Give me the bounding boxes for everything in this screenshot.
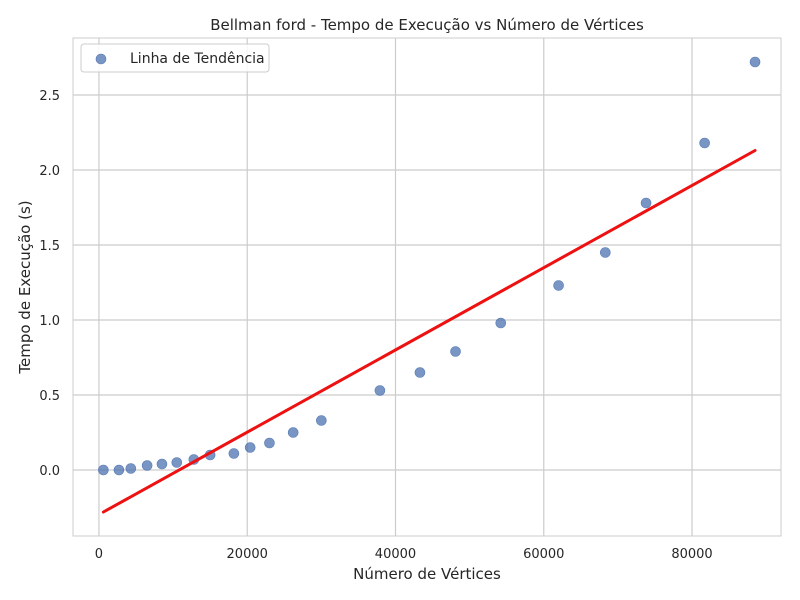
x-tick-label: 60000 [523,547,564,562]
trend-line [101,149,757,514]
legend-marker [95,53,107,65]
scatter-point [141,460,153,471]
scatter-point [244,442,256,453]
grid-layer [73,38,781,536]
x-tick-labels: 0 20000 40000 60000 80000 [95,547,713,562]
y-tick-label: 1.5 [39,239,60,254]
x-tick-label: 20000 [227,547,268,562]
y-tick-label: 1.0 [39,314,60,329]
scatter-point [450,346,461,357]
x-tick-label: 80000 [671,547,712,562]
scatter-point [599,247,611,258]
scatter-point [287,427,299,438]
y-tick-label: 2.0 [39,164,60,179]
scatter-point [553,280,564,291]
scatter-point [316,415,327,426]
legend-box [80,43,270,73]
scatter-point [640,197,652,209]
legend: Linha de Tendência [80,43,270,73]
chart-title: Bellman ford - Tempo de Execução vs Núme… [210,16,644,34]
scatter-point [228,448,240,459]
y-tick-label: 2.5 [39,89,60,104]
scatter-point [749,56,761,68]
scatter-point [125,463,137,474]
scatter-point [374,385,386,396]
scatter-point [171,457,183,468]
y-tick-labels: 0.0 0.5 1.0 1.5 2.0 2.5 [39,89,60,479]
scatter-points [98,56,761,476]
x-tick-label: 0 [95,547,103,562]
y-tick-label: 0.0 [39,464,60,479]
y-axis-label: Tempo de Execução (s) [16,200,34,374]
scatter-point [264,437,275,449]
scatter-point [113,464,125,476]
legend-label: Linha de Tendência [130,51,265,67]
x-tick-label: 40000 [375,547,416,562]
scatter-point [495,317,507,329]
x-axis-label: Número de Vértices [353,565,501,583]
scatter-point [699,137,710,149]
plot-frame [72,37,782,537]
trend-line-layer [101,149,757,514]
scatter-point [98,464,109,476]
y-tick-label: 0.5 [39,389,60,404]
scatter-point [414,367,426,378]
scatter-point [156,458,168,470]
